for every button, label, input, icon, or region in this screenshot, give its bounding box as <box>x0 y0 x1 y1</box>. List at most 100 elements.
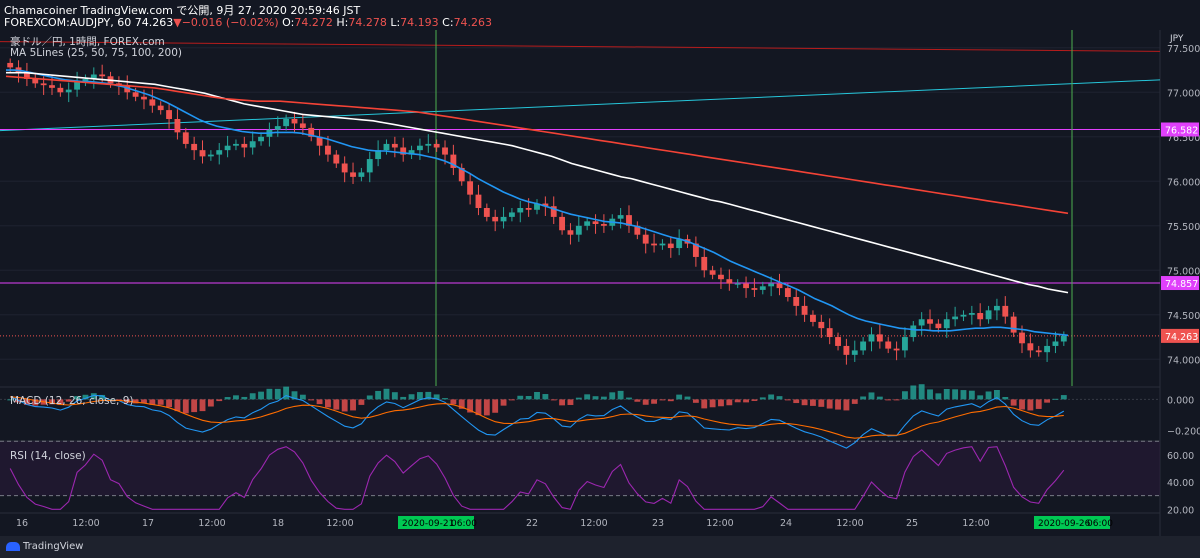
candle-down <box>642 234 649 244</box>
macd-histogram-bar <box>751 399 758 401</box>
price-tick-label: 77.000 <box>1167 88 1200 99</box>
macd-histogram-bar <box>391 392 398 400</box>
candle-down <box>600 224 607 226</box>
candle-down <box>818 321 825 329</box>
macd-histogram-bar <box>417 392 423 400</box>
trend-lines[interactable] <box>0 41 1161 132</box>
horizontal-lines[interactable] <box>0 129 1160 337</box>
candle-down <box>467 181 474 195</box>
tradingview-logo[interactable]: TradingView <box>6 541 83 552</box>
candle-up <box>534 203 540 210</box>
candle-down <box>40 83 47 86</box>
time-tick-label: 17 <box>142 518 154 529</box>
candle-up <box>868 334 875 342</box>
time-tick-label: 24 <box>780 518 792 529</box>
macd-histogram-bar <box>651 399 657 404</box>
macd-histogram-bar <box>835 399 841 410</box>
candle-down <box>115 83 122 86</box>
rsi-legend[interactable]: RSI (14, close) <box>10 450 86 462</box>
macd-histogram-bar <box>977 395 984 400</box>
candle-up <box>224 145 231 151</box>
macd-histogram-bar <box>191 399 198 413</box>
macd-histogram-bar <box>65 399 72 402</box>
time-tick-label: 16 <box>16 518 28 529</box>
macd-histogram-bar <box>517 395 524 400</box>
instrument-legend[interactable]: 豪ドル／円, 1時間, FOREX.com <box>10 36 165 48</box>
ma-legend[interactable]: MA 5Lines (25, 50, 75, 100, 200) <box>10 47 183 59</box>
currency-label: JPY <box>1170 34 1184 44</box>
macd-histogram-bar <box>149 399 156 405</box>
close-value: 74.263 <box>453 16 493 29</box>
macd-histogram-bar <box>400 396 407 400</box>
macd-histogram-bar <box>868 392 875 400</box>
macd-histogram-bar <box>291 391 298 400</box>
candle-up <box>1052 341 1059 346</box>
macd-histogram-bar <box>90 393 97 400</box>
macd-histogram-bar <box>952 389 959 400</box>
candle-down <box>57 87 64 93</box>
candle-down <box>634 225 641 235</box>
candle-up <box>993 305 1000 311</box>
candle-up <box>759 286 766 290</box>
candle-down <box>784 288 791 297</box>
macd-histogram-bar <box>734 399 741 403</box>
time-tick-label: 12:00 <box>836 518 863 529</box>
macd-histogram-bar <box>458 399 465 409</box>
candle-down <box>299 123 306 128</box>
macd-histogram-bar <box>74 396 81 400</box>
macd-histogram-bar <box>910 385 917 400</box>
candle-down <box>391 143 398 148</box>
time-tick-label: 12:00 <box>326 518 353 529</box>
macd-histogram-bar <box>99 394 106 400</box>
macd-line <box>9 394 1065 449</box>
macd-histogram-bar <box>876 396 883 400</box>
candle-up <box>617 215 624 219</box>
candle-down <box>49 85 55 88</box>
macd-histogram-bar <box>1060 395 1067 400</box>
candle-up <box>383 143 390 151</box>
macd-histogram-bar <box>575 397 582 400</box>
candle-down <box>876 334 883 342</box>
macd-histogram-bar <box>935 393 942 400</box>
time-tick-label: 23 <box>652 518 664 529</box>
close-label: C: <box>442 16 454 29</box>
candle-up <box>851 350 858 355</box>
rsi-tick-label: 60.00 <box>1167 451 1194 462</box>
time-tick-label: 18 <box>272 518 284 529</box>
macd-histogram-bar <box>1044 399 1051 403</box>
macd-histogram-bar <box>860 396 867 400</box>
time-tick-label: 12:00 <box>72 518 99 529</box>
macd-histogram-bar <box>241 396 248 400</box>
macd-histogram-bar <box>993 389 1000 400</box>
low-value: 74.193 <box>400 16 439 29</box>
price-tick-label: 77.500 <box>1167 44 1200 55</box>
candle-up <box>274 126 281 130</box>
macd-legend[interactable]: MACD (12, 26, close, 9) <box>10 395 134 407</box>
macd-histogram-bar <box>592 396 599 400</box>
macd-histogram-bar <box>308 399 315 401</box>
price-tick-label: 76.000 <box>1167 177 1200 188</box>
candle-down <box>927 319 933 324</box>
macd-histogram-bar <box>166 399 172 408</box>
macd-histogram-bar <box>634 399 641 402</box>
macd-histogram-bar <box>743 399 749 403</box>
trend-line-rising <box>0 79 1161 132</box>
vertical-markers[interactable] <box>435 30 1073 386</box>
candle-down <box>350 172 356 177</box>
candle-down <box>801 305 808 315</box>
macd-histogram-bar <box>692 399 699 403</box>
macd-histogram-bar <box>132 399 139 404</box>
candle-down <box>341 163 348 173</box>
macd-histogram-bar <box>534 391 540 400</box>
candle-up <box>575 225 582 235</box>
candle-down <box>442 147 448 155</box>
candle-down <box>166 110 172 119</box>
candle-down <box>157 105 164 111</box>
macd-histogram-bar <box>450 399 457 405</box>
down-arrow-icon: ▼ <box>173 16 182 29</box>
ma-200-line <box>5 75 1069 215</box>
ma-25-line <box>6 69 1069 337</box>
macd-histogram-bar <box>475 399 482 416</box>
time-tick-label: 12:00 <box>198 518 225 529</box>
